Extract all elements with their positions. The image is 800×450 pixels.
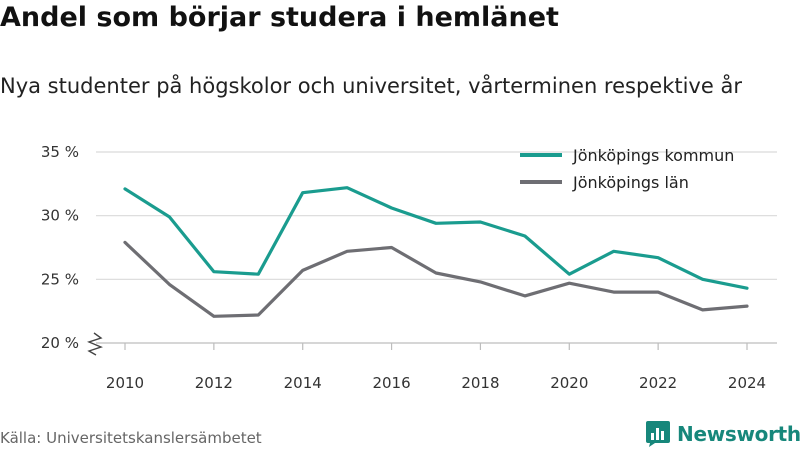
y-tick-label: 35 % [41,143,79,161]
y-tick-label: 30 % [41,207,79,225]
x-tick-label: 2018 [461,374,499,392]
series-line-kommun [123,186,749,290]
chart-title: Andel som börjar studera i hemlänet [0,2,559,33]
x-tick-label: 2024 [728,374,766,392]
series-line-lan [123,240,749,318]
legend-label: Jönköpings län [572,173,689,192]
brand-name: Newsworthy [677,422,800,446]
x-axis-ticks: 2010 2012 2014 2016 2018 2020 2022 2024 [106,343,766,392]
x-tick-label: 2012 [195,374,233,392]
axis-break-mark [87,332,103,356]
x-tick-label: 2020 [550,374,588,392]
bar-chart-speech-bubble-icon [646,421,670,447]
x-tick-label: 2016 [372,374,410,392]
y-axis-break [87,332,103,356]
series-lines [123,186,749,318]
brand-logo: Newsworthy [645,420,800,448]
x-tick-label: 2014 [284,374,322,392]
gridlines [96,151,777,344]
chart-subtitle: Nya studenter på högskolor och universit… [0,74,742,98]
x-tick-label: 2022 [639,374,677,392]
legend: Jönköpings kommun Jönköpings län [520,146,734,192]
y-axis-ticks: 20 % 25 % 30 % 35 % [41,143,79,352]
x-tick-label: 2010 [106,374,144,392]
line-chart: 20 % 25 % 30 % 35 % 2010 2012 2014 2016 2018 202… [41,143,777,392]
y-tick-label: 25 % [41,270,79,288]
source-note: Källa: Universitetskanslersämbetet [0,429,262,447]
y-tick-label: 20 % [41,334,79,352]
legend-label: Jönköpings kommun [572,146,734,165]
